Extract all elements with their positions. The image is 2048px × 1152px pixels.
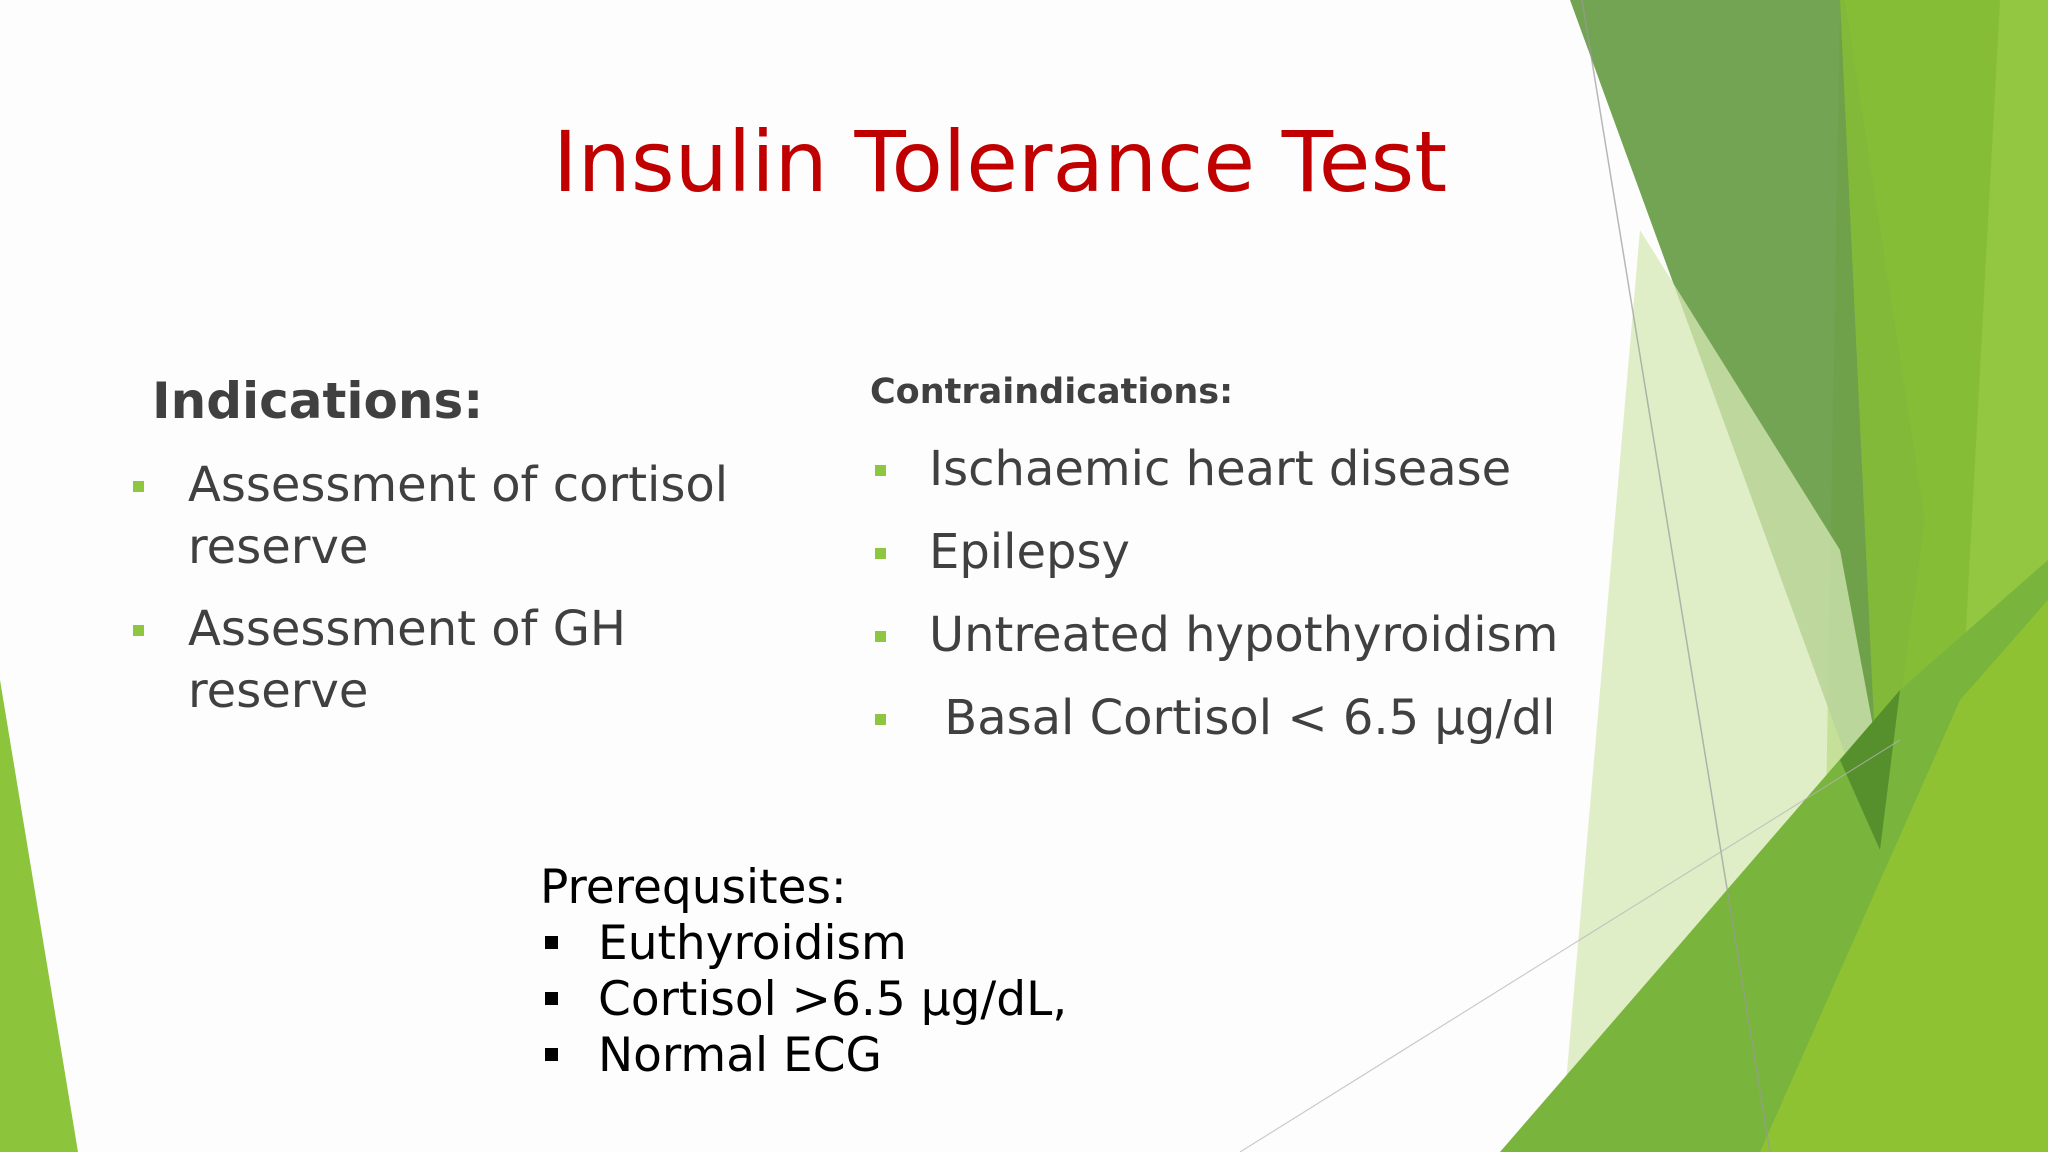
prerequisite-text: Normal ECG <box>598 1028 882 1083</box>
indication-item: Assessment of GH reserve <box>130 598 810 722</box>
indications-heading: Indications: <box>152 372 484 430</box>
prerequisite-text: Euthyroidism <box>598 916 907 971</box>
indication-text: Assessment of GH reserve <box>188 601 626 719</box>
bullet-icon <box>875 465 886 476</box>
prerequisites-heading: Prerequsites: <box>540 860 847 915</box>
square-bullet-icon <box>545 1048 558 1061</box>
bullet-icon <box>133 625 144 636</box>
square-bullet-icon <box>545 992 558 1005</box>
contraindication-item: Untreated hypothyroidism <box>872 604 1632 666</box>
contraindications-list: Ischaemic heart disease Epilepsy Untreat… <box>872 438 1632 749</box>
bullet-icon <box>875 714 886 725</box>
contraindication-item: Ischaemic heart disease <box>872 438 1632 500</box>
prerequisite-item: Euthyroidism <box>540 916 1067 972</box>
prerequisite-text: Cortisol >6.5 µg/dL, <box>598 972 1068 1027</box>
prerequisites-block: Prerequsites: Euthyroidism Cortisol >6.5… <box>540 860 1067 1084</box>
bullet-icon <box>133 481 144 492</box>
square-bullet-icon <box>545 936 558 949</box>
left-edge-shape <box>0 680 78 1152</box>
contraindication-item: Epilepsy <box>872 521 1632 583</box>
bullet-icon <box>875 631 886 642</box>
bullet-icon <box>875 548 886 559</box>
thin-line-1 <box>1581 0 1771 1152</box>
contraindication-text: Basal Cortisol < 6.5 µg/dl <box>929 690 1556 746</box>
prerequisite-item: Normal ECG <box>540 1028 1067 1084</box>
indications-list: Assessment of cortisol reserve Assessmen… <box>130 454 810 722</box>
contraindications-heading: Contraindications: <box>870 372 1234 412</box>
prerequisites-list: Euthyroidism Cortisol >6.5 µg/dL, Normal… <box>540 916 1067 1084</box>
contraindication-item: Basal Cortisol < 6.5 µg/dl <box>872 687 1632 749</box>
contraindication-text: Epilepsy <box>929 524 1130 580</box>
lower-bright-shape <box>1760 600 2048 1152</box>
indication-text: Assessment of cortisol reserve <box>188 457 729 575</box>
contraindication-text: Ischaemic heart disease <box>929 441 1512 497</box>
dark-accent <box>1840 690 1900 850</box>
thin-line-2 <box>1239 739 1901 1152</box>
slide-title: Insulin Tolerance Test <box>552 113 1448 211</box>
contraindication-text: Untreated hypothyroidism <box>929 607 1559 663</box>
indication-item: Assessment of cortisol reserve <box>130 454 810 578</box>
prerequisite-item: Cortisol >6.5 µg/dL, <box>540 972 1067 1028</box>
